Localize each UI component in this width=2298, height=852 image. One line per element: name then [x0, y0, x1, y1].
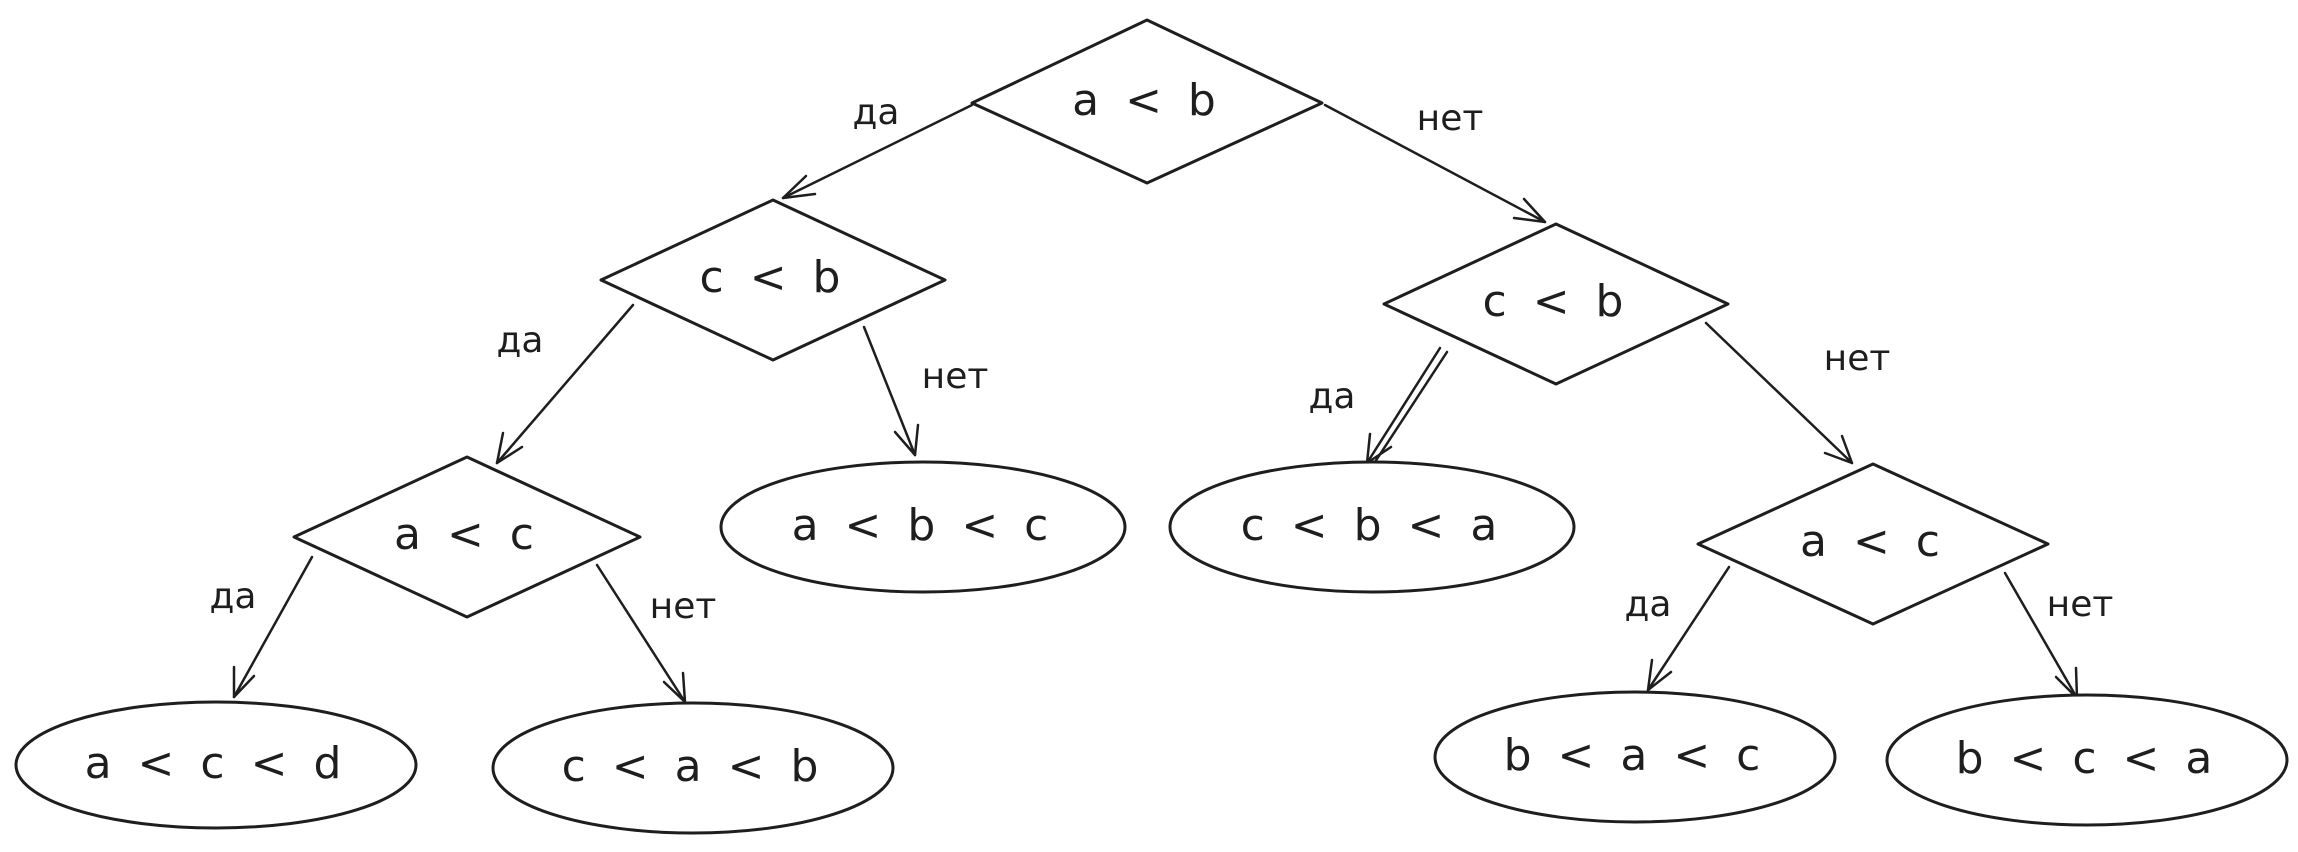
diamond-shape: [599, 198, 947, 362]
edge-r-rr: [1704, 321, 1854, 465]
outcome-node-llr: c < a < b: [491, 701, 895, 835]
node-label-llr: c < a < b: [562, 741, 825, 792]
ellipse-shape: [1168, 460, 1576, 594]
diamond-shape: [292, 455, 642, 619]
decision-node-rr: a < c: [1696, 462, 2050, 626]
decision-node-root: a < b: [970, 18, 1324, 185]
node-label-rrr: b < c < a: [1956, 733, 2219, 784]
node-label-l: c < b: [700, 252, 847, 303]
node-label-root: a < b: [1072, 75, 1222, 126]
edge-label-r-rl: да: [1309, 376, 1356, 417]
ellipse-shape: [14, 700, 418, 830]
ellipse-shape: [491, 701, 895, 835]
diamond-shape: [1696, 462, 2050, 626]
ellipse-shape: [1433, 690, 1837, 824]
edge-label-l-lr: нет: [922, 356, 989, 397]
edge-label-ll-llr: нет: [650, 586, 717, 627]
node-label-r: c < b: [1483, 276, 1630, 327]
outcome-node-rrr: b < c < a: [1885, 693, 2289, 827]
diamond-shape: [1382, 222, 1730, 386]
decision-node-r: c < b: [1382, 222, 1730, 386]
edge-l-ll: [495, 303, 635, 465]
node-label-lr: a < b < c: [792, 500, 1055, 551]
node-label-rr: a < c: [1800, 516, 1946, 567]
node-label-ll: a < c: [394, 509, 540, 560]
edge-label-root-l: да: [853, 92, 900, 133]
edge-label-rr-rrr: нет: [2047, 584, 2114, 625]
edge-rr-rrl: [1646, 565, 1731, 692]
edge-root-l: [781, 103, 974, 200]
edge-root-r: [1323, 103, 1547, 224]
node-label-rl: c < b < a: [1241, 500, 1504, 551]
decision-node-l: c < b: [599, 198, 947, 362]
edge-ll-lll: [232, 555, 314, 699]
outcome-node-rrl: b < a < c: [1433, 690, 1837, 824]
outcome-node-lr: a < b < c: [719, 460, 1127, 594]
node-label-lll: a < c < d: [85, 738, 348, 789]
node-label-rrl: b < a < c: [1504, 730, 1767, 781]
outcome-node-rl: c < b < a: [1168, 460, 1576, 594]
edge-label-root-r: нет: [1417, 98, 1484, 139]
edge-label-ll-lll: да: [210, 576, 257, 617]
outcome-node-lll: a < c < d: [14, 700, 418, 830]
edge-l-lr: [862, 325, 920, 457]
diamond-shape: [970, 18, 1324, 185]
edge-label-l-ll: да: [497, 320, 544, 361]
ellipse-shape: [719, 460, 1127, 594]
decision-node-ll: a < c: [292, 455, 642, 619]
ellipse-shape: [1885, 693, 2289, 827]
edge-label-r-rr: нет: [1824, 338, 1891, 379]
edge-label-rr-rrl: да: [1625, 584, 1672, 625]
edge-r-rl: [1365, 346, 1449, 467]
